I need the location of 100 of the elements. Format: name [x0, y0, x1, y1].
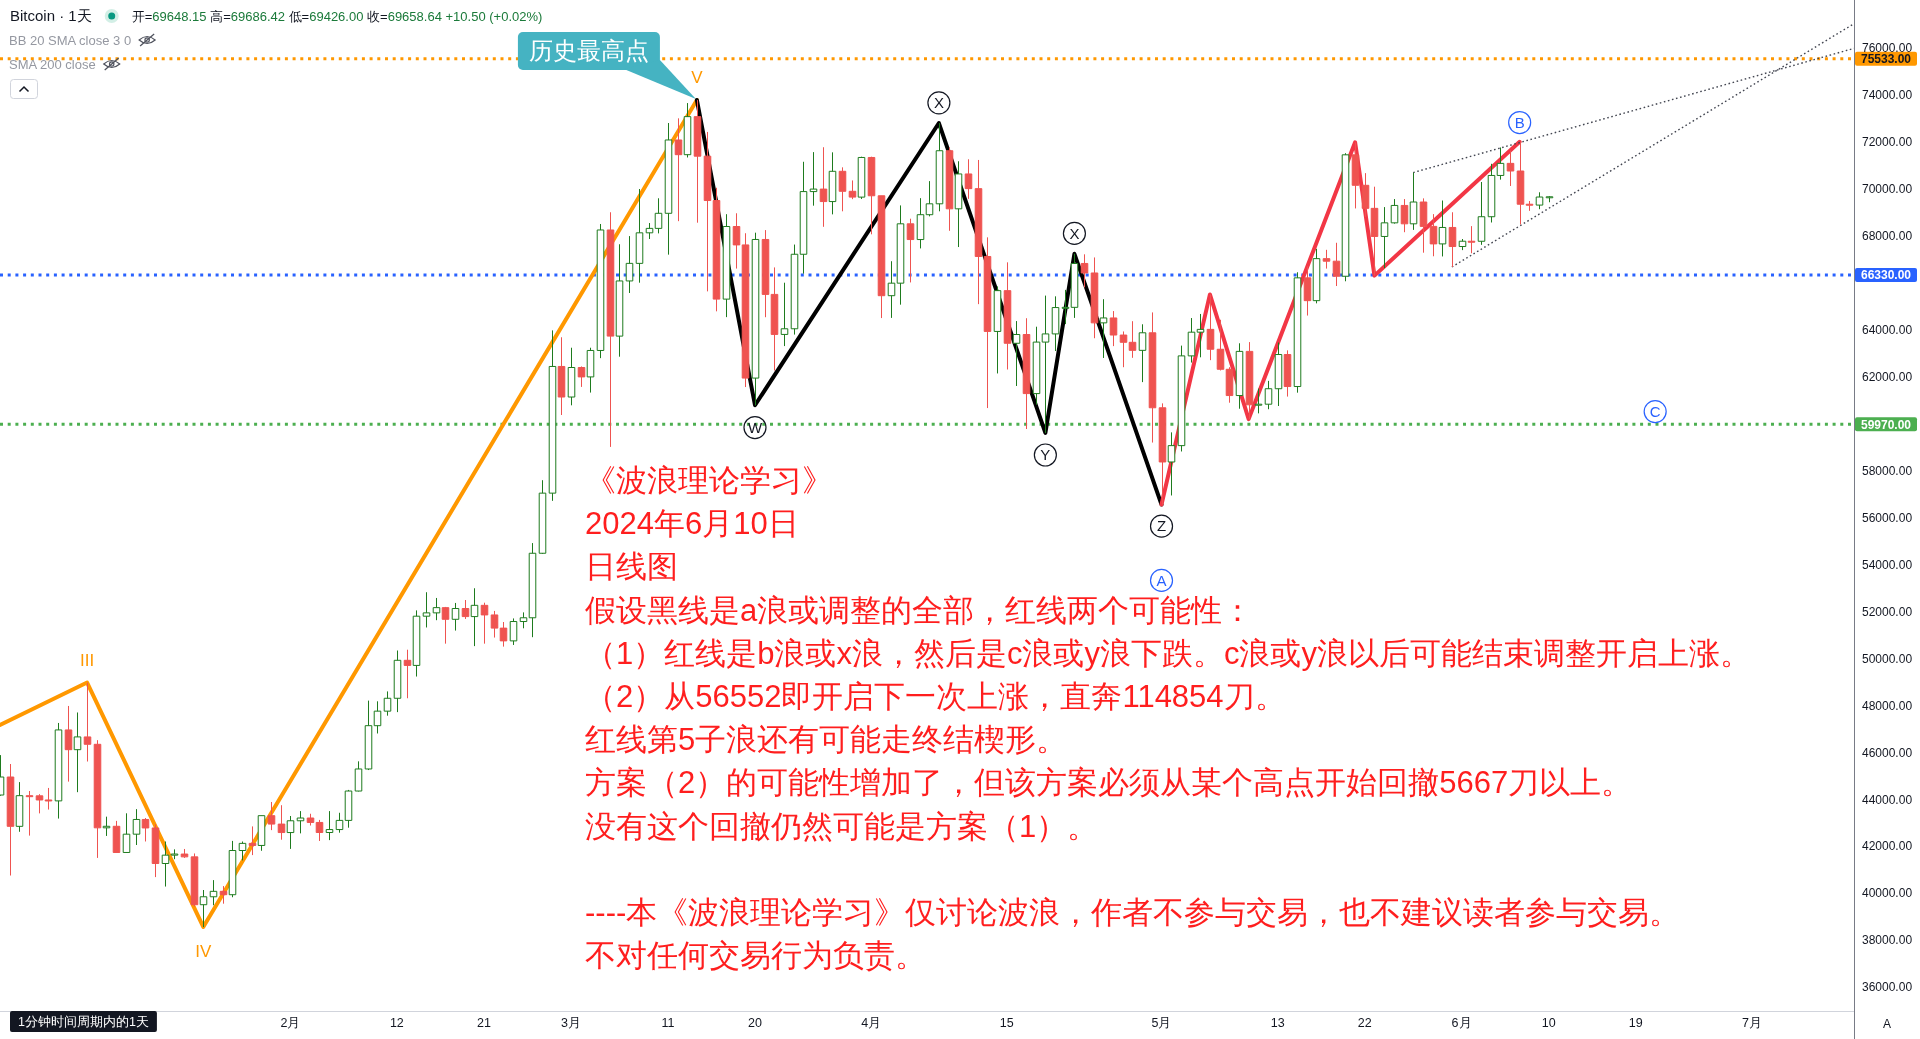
candlestick — [422, 591, 431, 628]
candlestick — [325, 810, 334, 841]
ref-line-label: 59970.00 — [1860, 417, 1912, 432]
candlestick — [490, 610, 499, 639]
candlestick — [1322, 249, 1331, 270]
candlestick — [828, 151, 837, 215]
annotation: V — [691, 68, 704, 88]
candlestick — [1535, 191, 1544, 210]
candlestick — [1080, 253, 1089, 288]
annotation: III — [80, 650, 95, 670]
ref-line-label: 66330.00 — [1860, 268, 1912, 283]
candlestick — [315, 819, 324, 842]
candlestick — [267, 801, 276, 831]
candlestick — [248, 825, 257, 856]
y-tick-label: 72000.00 — [1862, 135, 1913, 150]
candlestick — [112, 820, 121, 854]
candlestick — [470, 587, 479, 647]
candlestick — [1119, 330, 1128, 368]
candlestick — [209, 879, 218, 906]
candlestick — [1506, 150, 1515, 187]
candlestick — [645, 222, 654, 240]
candlestick — [693, 99, 702, 224]
annotation: Y — [1040, 446, 1051, 464]
candlestick — [606, 211, 615, 448]
candlestick — [770, 266, 779, 371]
candlestick — [219, 885, 228, 905]
candlestick — [1138, 323, 1147, 383]
y-tick-label: 38000.00 — [1862, 933, 1913, 948]
candlestick — [1429, 213, 1438, 257]
candlestick — [73, 711, 82, 793]
annotation: 红线第5子浪还有可能走终结楔形。 — [585, 722, 1068, 758]
candlestick — [44, 787, 53, 811]
candlestick — [654, 197, 663, 234]
candlestick — [93, 739, 102, 859]
candlestick — [1283, 349, 1292, 398]
annotation: （1）红线是b浪或x浪，然后是c浪或y浪下跌。c浪或y浪以后可能结束调整开启上涨。 — [585, 635, 1751, 671]
candlestick — [877, 195, 886, 319]
y-tick-label: 64000.00 — [1862, 322, 1913, 337]
candlestick — [848, 179, 857, 200]
candlestick — [1051, 295, 1060, 352]
candlestick — [64, 705, 73, 783]
text: A — [1882, 1017, 1892, 1031]
candlestick — [122, 812, 131, 854]
candlestick — [1032, 326, 1041, 406]
candlestick — [383, 690, 392, 717]
y-tick-label: 40000.00 — [1862, 886, 1913, 901]
annotation: 假设黑线是a浪或调整的全部，红线两个可能性： — [585, 592, 1254, 628]
candlestick — [432, 597, 441, 621]
y-tick-label: 54000.00 — [1862, 557, 1913, 572]
candlestick — [1235, 342, 1244, 410]
candlestick — [238, 841, 247, 861]
candlestick — [954, 160, 963, 248]
candlestick — [1487, 163, 1496, 223]
candlestick — [625, 235, 634, 294]
candlestick — [925, 180, 934, 217]
candlestick — [180, 848, 189, 859]
y-tick-label: 74000.00 — [1862, 88, 1913, 103]
candlestick — [548, 329, 557, 502]
candlestick — [519, 611, 528, 629]
candlestick — [141, 817, 150, 842]
annotation: ----本《波浪理论学习》仅讨论波浪，作者不参与交易，也不建议读者参与交易。 — [585, 895, 1681, 930]
candlestick — [1458, 238, 1467, 251]
candlestick — [867, 156, 876, 235]
x-tick-label: 4月 — [861, 1016, 882, 1030]
y-tick-label: 70000.00 — [1862, 182, 1913, 197]
y-tick-label: 46000.00 — [1862, 745, 1913, 760]
candlestick — [335, 812, 344, 834]
annotation: 《波浪理论学习》 — [585, 463, 833, 498]
candlestick — [1216, 319, 1225, 371]
y-tick-label: 48000.00 — [1862, 698, 1913, 713]
candlestick — [1332, 242, 1341, 287]
candlestick — [1070, 253, 1079, 319]
candlestick — [1254, 388, 1263, 414]
candlestick — [528, 542, 537, 638]
candlestick — [945, 146, 954, 232]
candlestick — [1003, 261, 1012, 371]
candlestick — [857, 156, 866, 200]
candlestick — [1419, 197, 1428, 254]
candlestick — [751, 232, 760, 406]
candlestick — [1128, 320, 1137, 359]
candlestick — [732, 212, 741, 270]
candlestick — [1380, 206, 1389, 269]
candlestick — [1109, 310, 1118, 347]
candlestick — [354, 760, 363, 792]
text: 开=69648.15 高=69686.42 低=69426.00 收=69658.64 +10.50 (+0.02%) — [131, 9, 543, 24]
annotation: C — [1649, 402, 1661, 420]
candlestick — [1041, 295, 1050, 434]
candlestick — [257, 815, 266, 852]
candlestick — [1525, 200, 1534, 212]
annotation: Z — [1156, 517, 1167, 535]
candlestick — [1167, 431, 1176, 496]
candlestick — [674, 117, 683, 222]
candlestick — [722, 213, 731, 318]
text: 1分钟时间周期内的1天 — [18, 1015, 149, 1029]
candlestick — [228, 840, 237, 898]
candlestick — [1351, 141, 1360, 209]
x-tick-label: 6月 — [1451, 1016, 1472, 1030]
candlestick — [1090, 256, 1099, 339]
x-tick-label: 19 — [1628, 1016, 1643, 1030]
candlestick — [790, 244, 799, 336]
